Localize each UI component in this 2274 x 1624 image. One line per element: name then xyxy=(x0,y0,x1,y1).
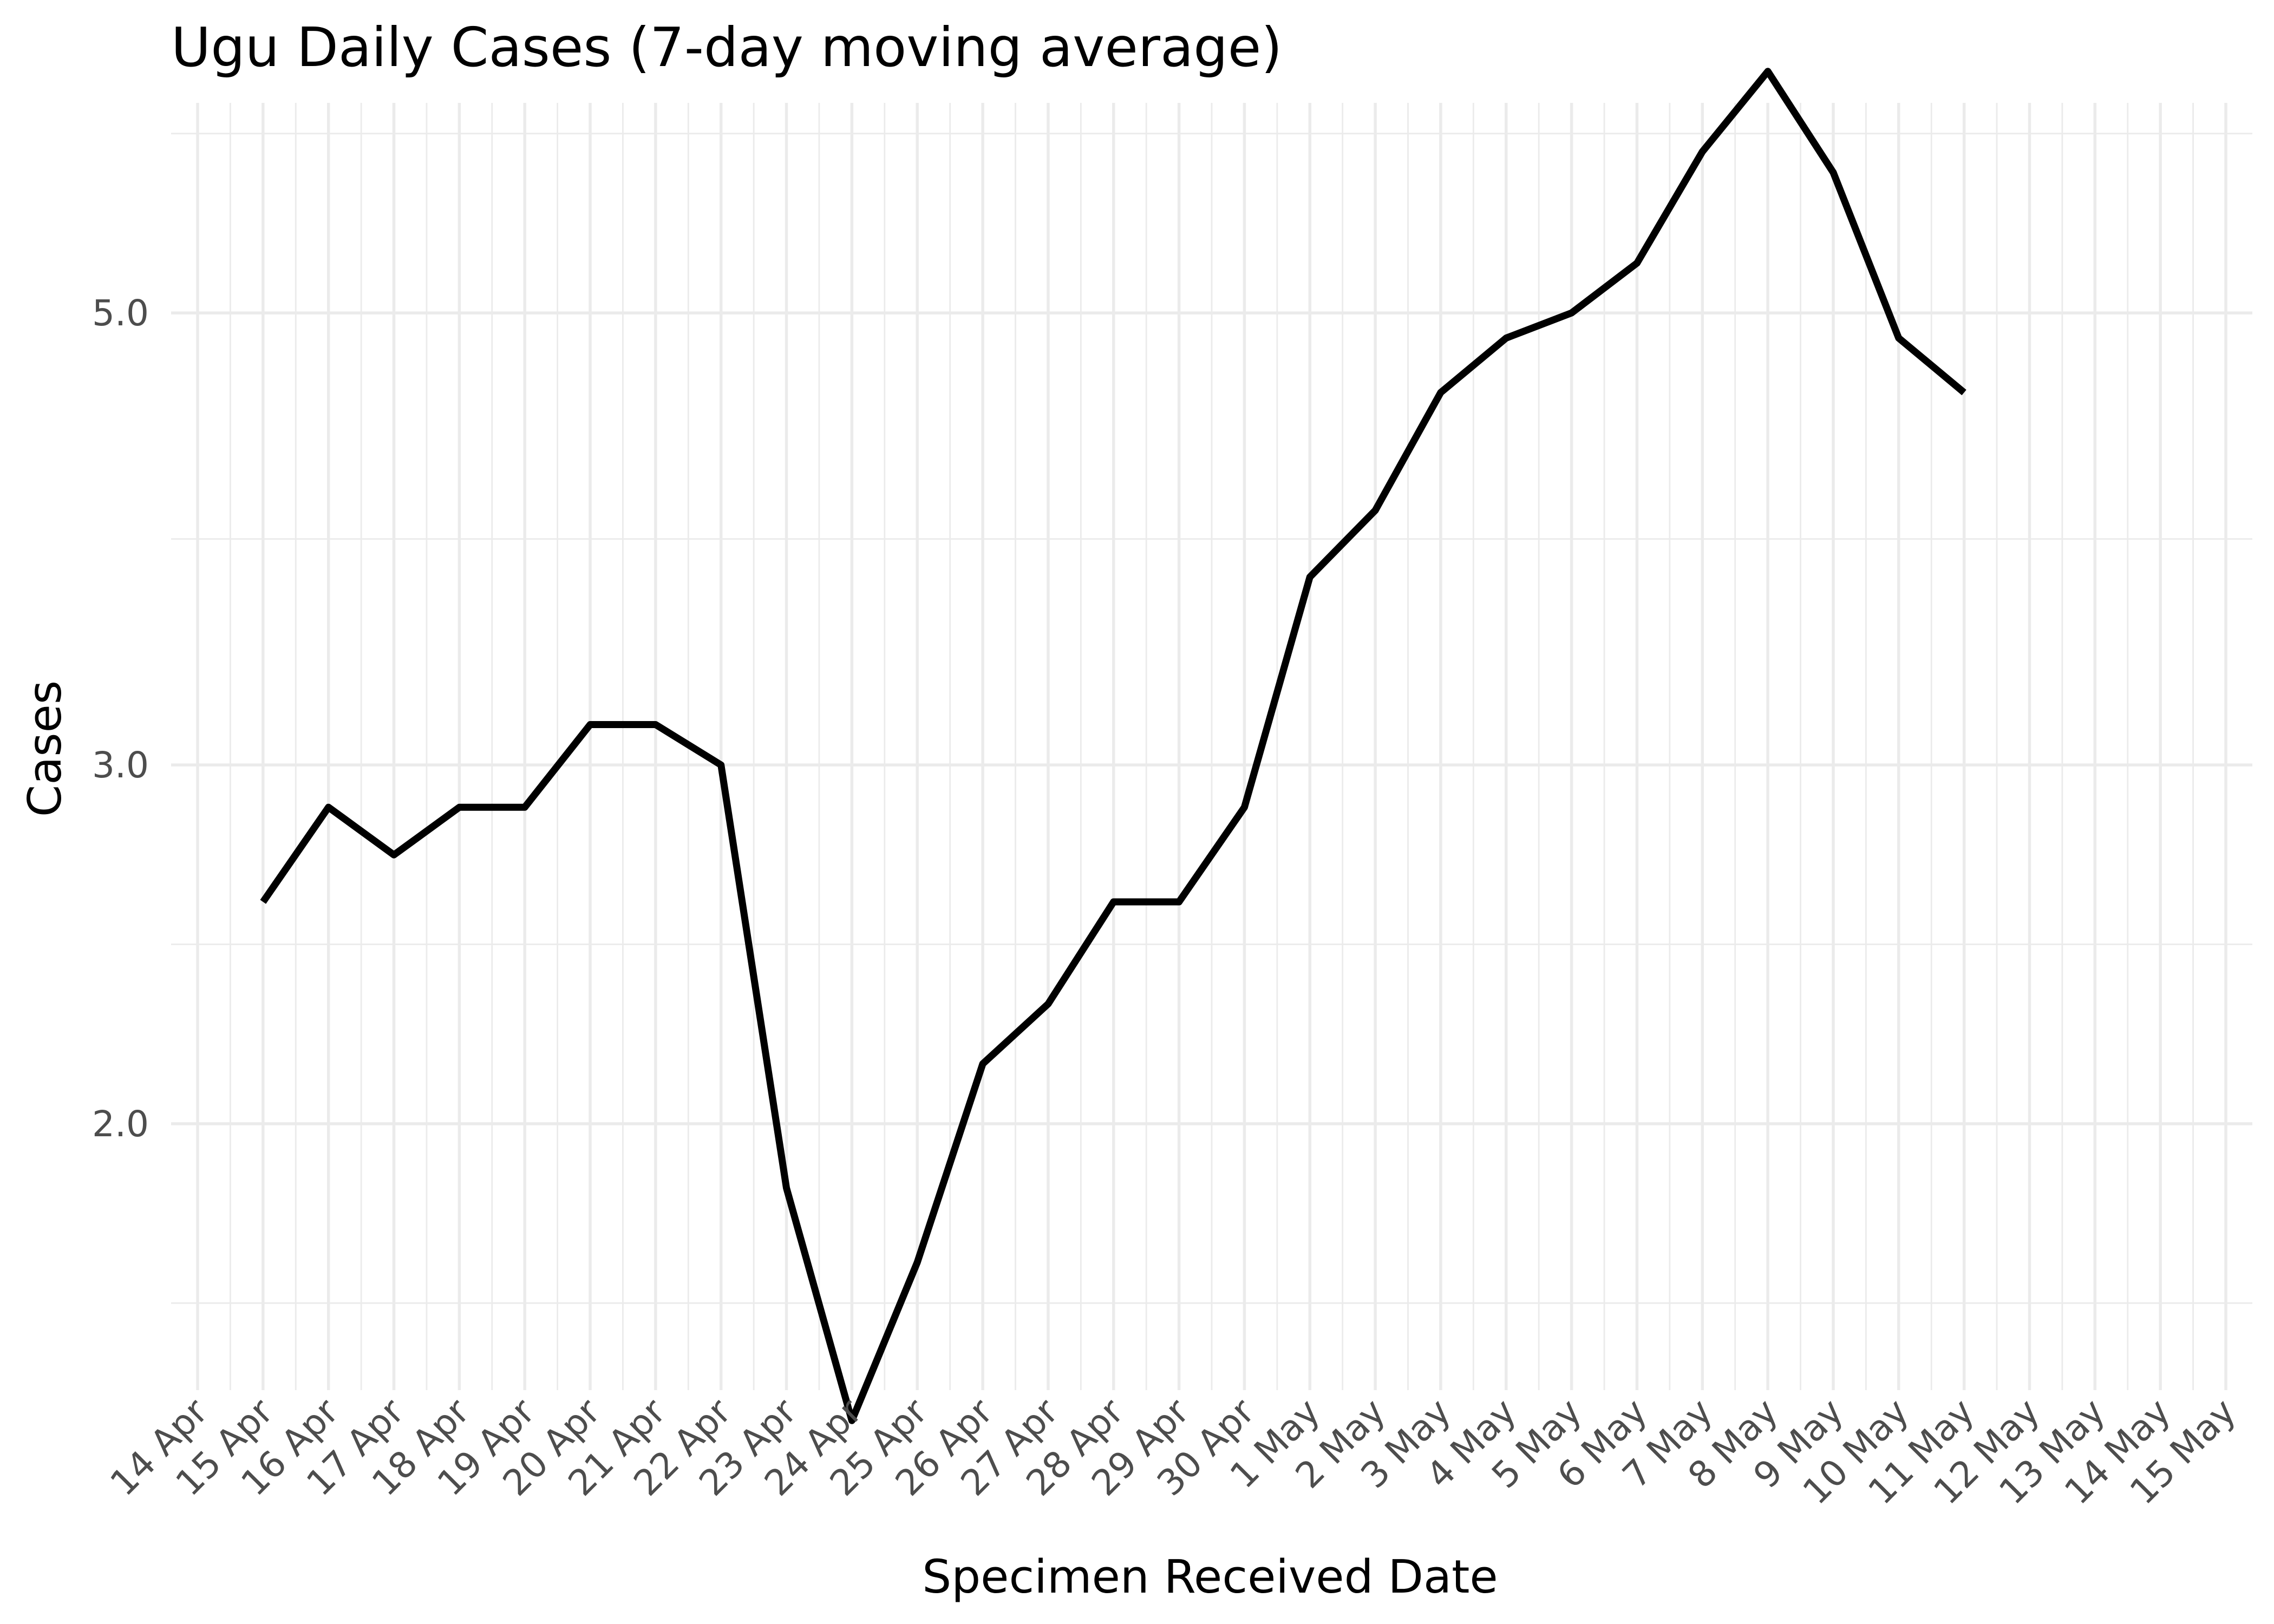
chart-title: Ugu Daily Cases (7-day moving average) xyxy=(171,16,1282,79)
series-line xyxy=(260,68,1966,1424)
y-tick-label: 3.0 xyxy=(92,744,149,786)
y-tick-label: 2.0 xyxy=(92,1103,149,1145)
y-axis-title: Cases xyxy=(18,680,72,817)
y-axis-ticks: 2.0 3.0 5.0 xyxy=(92,292,149,1145)
grid xyxy=(171,103,2252,1390)
x-axis-title: Specimen Received Date xyxy=(922,1550,1498,1604)
y-tick-label: 5.0 xyxy=(92,292,149,334)
series-layer xyxy=(260,68,1966,1424)
